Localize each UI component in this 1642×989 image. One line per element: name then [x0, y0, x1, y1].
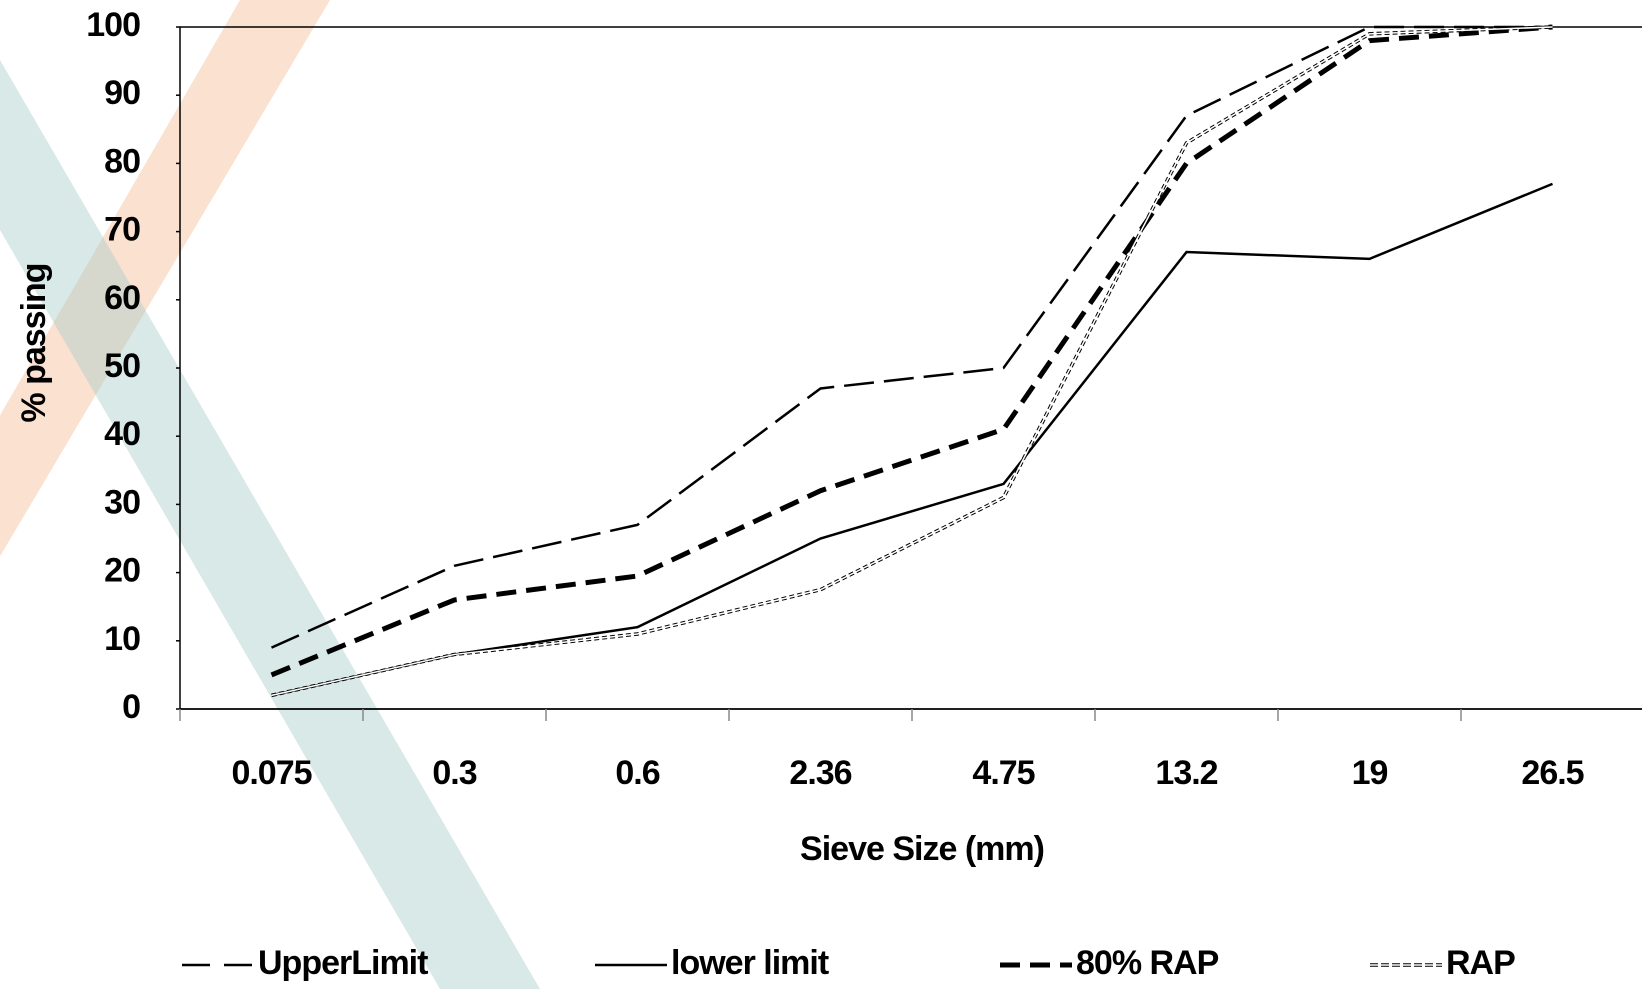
y-tick-label: 50	[104, 347, 140, 385]
series-line	[270, 24, 1553, 678]
legend-label: lower limit	[671, 944, 829, 982]
plot-area	[179, 26, 1642, 710]
series-line	[271, 182, 1553, 697]
x-tick-label: 4.75	[972, 754, 1034, 792]
series-line	[270, 25, 1553, 649]
x-tick-label: 0.3	[432, 754, 476, 792]
y-tick-label: 100	[86, 6, 140, 44]
y-tick-label: 60	[104, 279, 140, 317]
y-tick-label: 10	[104, 620, 140, 658]
legend-label: RAP	[1446, 944, 1515, 982]
x-tick-label: 26.5	[1521, 754, 1583, 792]
x-tick-label: 0.075	[231, 754, 311, 792]
x-tick-label: 19	[1352, 754, 1388, 792]
legend-label: 80% RAP	[1076, 944, 1219, 982]
series-line	[271, 25, 1553, 698]
y-tick-label: 80	[104, 142, 140, 180]
y-tick-label: 0	[122, 688, 140, 726]
x-tick-label: 2.36	[789, 754, 851, 792]
x-tick-label: 0.6	[615, 754, 659, 792]
y-tick-label: 90	[104, 74, 140, 112]
y-tick-label: 70	[104, 211, 140, 249]
x-tick-label: 13.2	[1155, 754, 1217, 792]
y-tick-label: 40	[104, 415, 140, 453]
background-decoration	[0, 0, 540, 989]
y-axis-title: % passing	[15, 263, 53, 422]
x-axis-title: Sieve Size (mm)	[800, 830, 1044, 868]
series-line-inner	[271, 26, 1553, 697]
y-tick-label: 20	[104, 552, 140, 590]
y-tick-label: 30	[104, 483, 140, 521]
legend-label: UpperLimit	[258, 944, 428, 982]
